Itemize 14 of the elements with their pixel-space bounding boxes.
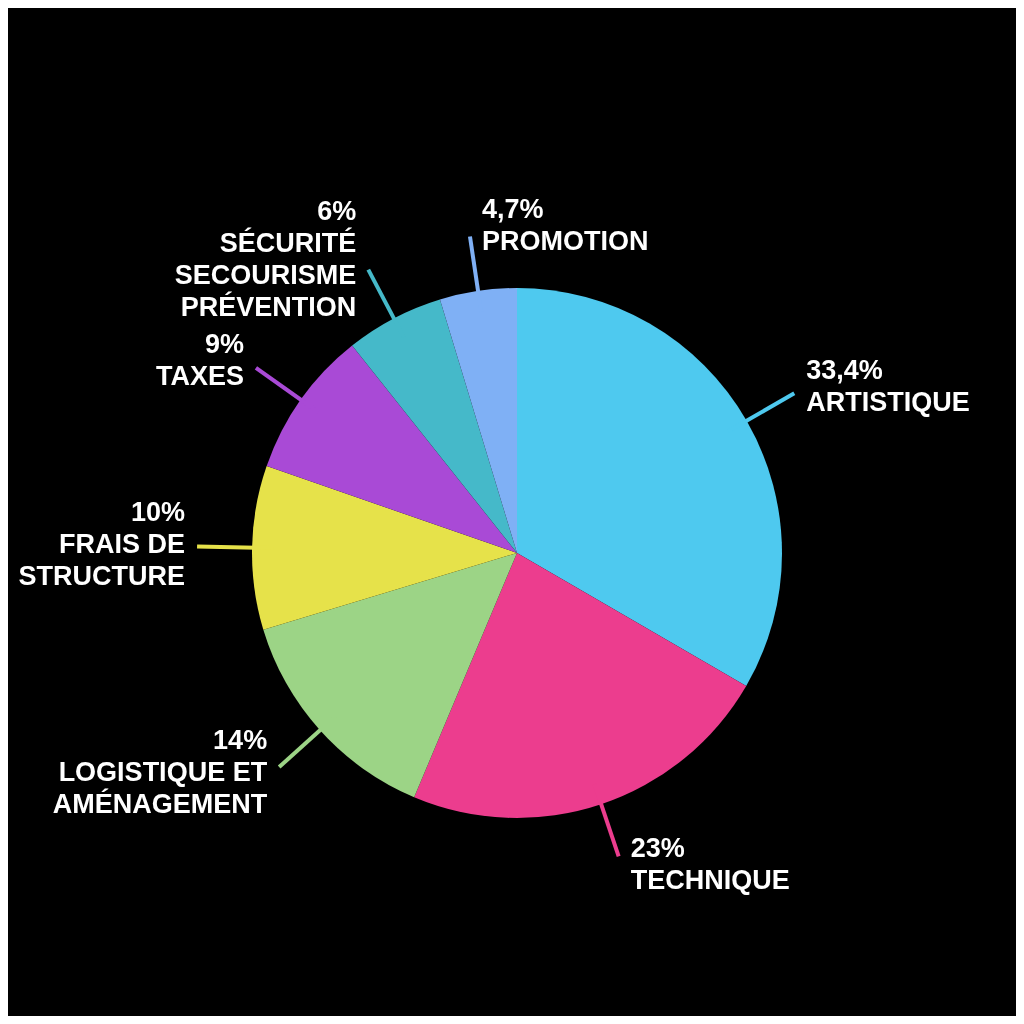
slice-label: SÉCURITÉ SECOURISME PRÉVENTION — [174, 226, 357, 322]
data-label: 10% — [131, 497, 186, 528]
data-label: 33,4% — [806, 355, 883, 386]
slice-label: TAXES — [155, 361, 244, 392]
data-label: 4,7% — [481, 193, 544, 224]
data-label: 23% — [630, 833, 685, 864]
slice-label: PROMOTION — [481, 225, 649, 256]
slice-label: TECHNIQUE — [630, 865, 790, 896]
slice-label: LOGISTIQUE ET AMÉNAGEMENT — [52, 756, 268, 819]
slice-label: FRAIS DE STRUCTURE — [18, 529, 186, 592]
data-label: 14% — [213, 724, 268, 755]
data-label: 9% — [204, 329, 244, 360]
data-label: 6% — [317, 195, 357, 226]
slice-label: ARTISTIQUE — [806, 387, 970, 418]
